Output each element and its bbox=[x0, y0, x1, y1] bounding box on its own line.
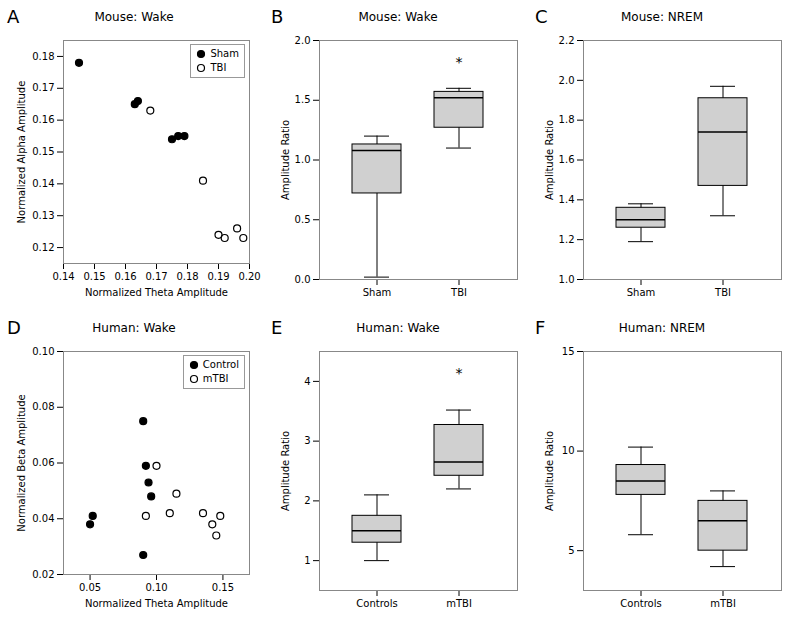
svg-text:5: 5 bbox=[568, 545, 574, 556]
svg-text:0.04: 0.04 bbox=[32, 513, 54, 524]
html-text:Mouse: Wake: Mouse: Wake bbox=[94, 10, 174, 24]
svg-text:0.10: 0.10 bbox=[32, 346, 54, 357]
svg-text:2.2: 2.2 bbox=[559, 35, 575, 46]
svg-text:*: * bbox=[456, 365, 463, 381]
svg-text:0.18: 0.18 bbox=[176, 271, 198, 282]
svg-text:mTBI: mTBI bbox=[446, 598, 472, 609]
svg-text:0.15: 0.15 bbox=[32, 146, 54, 157]
svg-text:Controls: Controls bbox=[620, 598, 661, 609]
html-text:B: B bbox=[271, 6, 284, 27]
svg-text:2: 2 bbox=[304, 495, 310, 506]
svg-text:0.15: 0.15 bbox=[83, 271, 105, 282]
svg-text:Amplitude Ratio: Amplitude Ratio bbox=[280, 431, 291, 511]
html-text:E: E bbox=[271, 317, 283, 338]
svg-text:0.17: 0.17 bbox=[32, 82, 54, 93]
svg-text:4: 4 bbox=[304, 376, 310, 387]
svg-text:3: 3 bbox=[304, 435, 310, 446]
svg-text:1.0: 1.0 bbox=[295, 154, 311, 165]
svg-text:0.14: 0.14 bbox=[52, 271, 74, 282]
svg-text:0.20: 0.20 bbox=[238, 271, 260, 282]
svg-text:Normalized Alpha Amplitude: Normalized Alpha Amplitude bbox=[16, 81, 27, 224]
svg-text:TBI: TBI bbox=[714, 287, 731, 298]
html-text:Control: Control bbox=[202, 359, 239, 370]
svg-text:0.08: 0.08 bbox=[32, 401, 54, 412]
svg-text:0.16: 0.16 bbox=[32, 114, 54, 125]
html-text:mTBI: mTBI bbox=[202, 373, 229, 384]
html-text:A: A bbox=[7, 6, 20, 27]
svg-text:1.5: 1.5 bbox=[295, 94, 311, 105]
svg-text:Controls: Controls bbox=[356, 598, 397, 609]
svg-text:0.02: 0.02 bbox=[32, 569, 54, 580]
svg-text:0.17: 0.17 bbox=[145, 271, 167, 282]
svg-text:Normalized Theta Amplitude: Normalized Theta Amplitude bbox=[85, 287, 228, 298]
svg-text:0.10: 0.10 bbox=[145, 582, 167, 593]
html-text:D: D bbox=[7, 317, 21, 338]
svg-text:Amplitude Ratio: Amplitude Ratio bbox=[280, 120, 291, 200]
svg-text:1: 1 bbox=[304, 555, 310, 566]
html-text:Mouse: Wake: Mouse: Wake bbox=[358, 10, 438, 24]
svg-text:0.16: 0.16 bbox=[114, 271, 136, 282]
html-text:Mouse: NREM: Mouse: NREM bbox=[621, 10, 703, 24]
svg-text:0.18: 0.18 bbox=[32, 51, 54, 62]
svg-text:0.13: 0.13 bbox=[32, 210, 54, 221]
svg-text:1.0: 1.0 bbox=[559, 274, 575, 285]
svg-text:*: * bbox=[456, 54, 463, 70]
svg-text:1.6: 1.6 bbox=[559, 154, 575, 165]
html-text:C: C bbox=[535, 6, 548, 27]
svg-text:Amplitude Ratio: Amplitude Ratio bbox=[544, 431, 555, 511]
html-text:Human: Wake: Human: Wake bbox=[92, 321, 176, 335]
svg-text:Normalized Beta Amplitude: Normalized Beta Amplitude bbox=[16, 394, 27, 531]
svg-text:0.06: 0.06 bbox=[32, 457, 54, 468]
svg-text:TBI: TBI bbox=[450, 287, 467, 298]
svg-text:2.0: 2.0 bbox=[559, 75, 575, 86]
html-text:Sham: Sham bbox=[210, 48, 239, 59]
svg-text:Normalized Theta Amplitude: Normalized Theta Amplitude bbox=[85, 598, 228, 609]
svg-text:0.05: 0.05 bbox=[79, 582, 101, 593]
svg-text:0.0: 0.0 bbox=[295, 274, 311, 285]
html-text:Human: Wake: Human: Wake bbox=[356, 321, 440, 335]
svg-text:15: 15 bbox=[562, 346, 575, 357]
svg-text:0.14: 0.14 bbox=[32, 178, 54, 189]
svg-text:1.2: 1.2 bbox=[559, 234, 575, 245]
svg-text:0.5: 0.5 bbox=[295, 214, 311, 225]
svg-text:0.12: 0.12 bbox=[32, 242, 54, 253]
html-text:Human: NREM: Human: NREM bbox=[618, 321, 706, 335]
svg-text:mTBI: mTBI bbox=[710, 598, 736, 609]
svg-text:0.19: 0.19 bbox=[207, 271, 229, 282]
svg-text:Amplitude Ratio: Amplitude Ratio bbox=[544, 120, 555, 200]
svg-text:1.4: 1.4 bbox=[559, 194, 575, 205]
svg-text:1.8: 1.8 bbox=[559, 114, 575, 125]
html-text:F: F bbox=[535, 317, 546, 338]
svg-text:Sham: Sham bbox=[627, 287, 656, 298]
svg-text:10: 10 bbox=[562, 445, 575, 456]
svg-text:2.0: 2.0 bbox=[295, 35, 311, 46]
svg-text:Sham: Sham bbox=[363, 287, 392, 298]
html-text:TBI: TBI bbox=[210, 62, 227, 73]
svg-text:0.15: 0.15 bbox=[212, 582, 234, 593]
